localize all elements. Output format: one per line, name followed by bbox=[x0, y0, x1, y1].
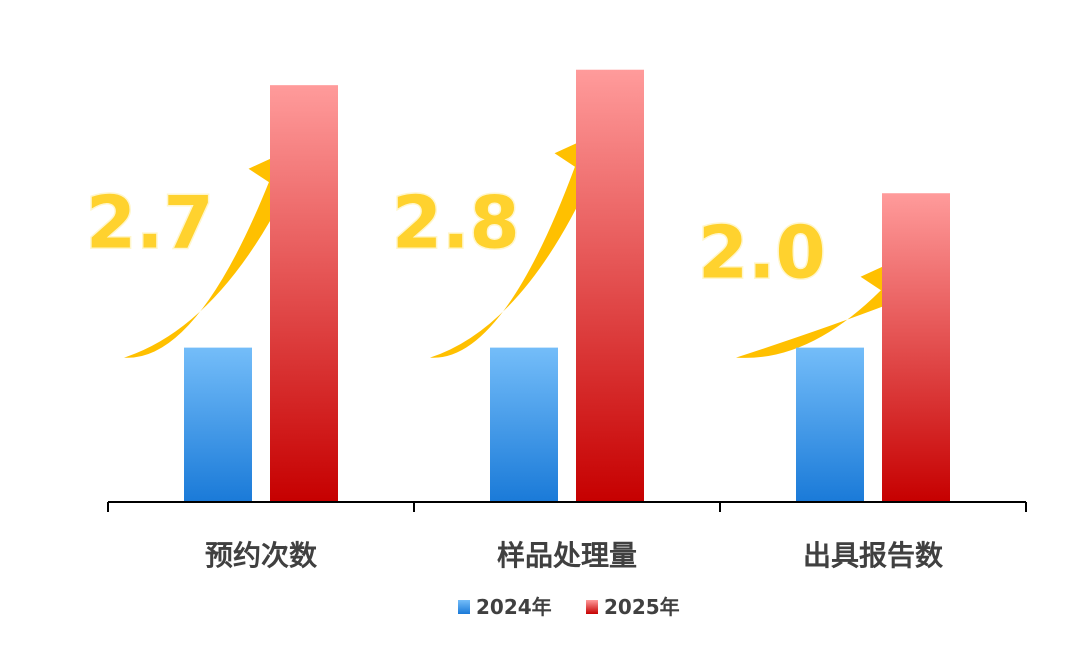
bars bbox=[184, 69, 950, 502]
bar-series-1 bbox=[184, 347, 252, 502]
growth-arrow bbox=[736, 253, 912, 358]
growth-label: 2.7 bbox=[86, 181, 214, 265]
growth-label: 2.8 bbox=[392, 181, 520, 265]
category-label: 样品处理量 bbox=[497, 539, 637, 572]
category-label: 出具报告数 bbox=[803, 539, 944, 572]
legend-label: 2025年 bbox=[604, 595, 680, 619]
legend: 2024年 2025年 bbox=[458, 595, 680, 619]
category-labels: 预约次数 样品处理量 出具报告数 bbox=[205, 539, 944, 572]
bar-series-2 bbox=[576, 69, 644, 502]
legend-swatch bbox=[586, 600, 598, 614]
bar-series-1 bbox=[490, 347, 558, 502]
legend-swatch bbox=[458, 600, 470, 614]
bar-series-1 bbox=[796, 347, 864, 502]
legend-label: 2024年 bbox=[476, 595, 552, 619]
category-label: 预约次数 bbox=[205, 539, 318, 572]
growth-labels: 2.7 2.8 2.0 bbox=[85, 179, 828, 296]
x-axis bbox=[107, 501, 1027, 512]
bar-series-2 bbox=[882, 193, 950, 502]
growth-label: 2.0 bbox=[698, 211, 826, 295]
bar-series-2 bbox=[270, 85, 338, 502]
